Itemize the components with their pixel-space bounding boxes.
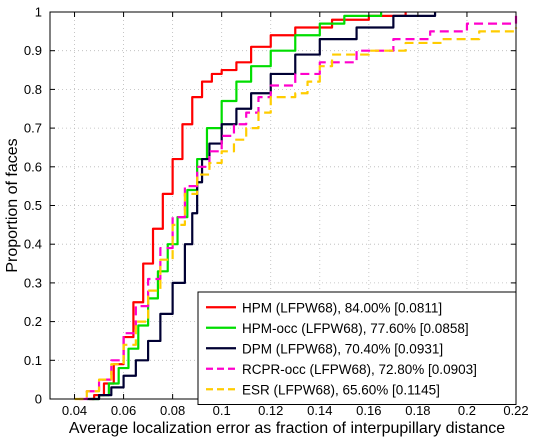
- y-tick-label: 0.9: [24, 43, 42, 58]
- legend-label-1: HPM (LFPW68), 84.00% [0.0811]: [242, 300, 442, 315]
- x-axis-label: Average localization error as fraction o…: [69, 420, 505, 437]
- legend: HPM (LFPW68), 84.00% [0.0811] HPM-occ (LF…: [197, 291, 517, 405]
- x-tick-label: 0.06: [111, 403, 136, 418]
- y-tick-label: 0.4: [24, 237, 42, 252]
- series-line-2: [91, 12, 383, 401]
- legend-box: [197, 291, 517, 405]
- series-line-5: [74, 27, 518, 401]
- y-tick-label: 0: [35, 392, 42, 407]
- x-tick-label: 0.1: [213, 403, 231, 418]
- y-tick-label: 0.5: [24, 198, 42, 213]
- y-tick-label: 0.1: [24, 353, 42, 368]
- y-tick-label: 0.7: [24, 121, 42, 136]
- axis-ticks: 0.04 0.06 0.08 0.1 0.12 0.14 0.16 0.18 0.2 0.22 0 0…: [24, 5, 529, 419]
- series-lines: [74, 12, 518, 401]
- y-tick-label: 1: [35, 5, 42, 20]
- x-tick-label: 0.08: [160, 403, 185, 418]
- x-tick-label: 0.22: [503, 403, 528, 418]
- y-axis-label: Proportion of faces: [4, 138, 21, 272]
- legend-label-5: ESR (LFPW68), 65.60% [0.1145]: [242, 382, 440, 397]
- series-line-4: [79, 15, 518, 401]
- series-line-3: [86, 12, 437, 401]
- x-tick-label: 0.2: [458, 403, 476, 418]
- y-tick-label: 0.6: [24, 159, 42, 174]
- legend-label-4: RCPR-occ (LFPW68), 72.80% [0.0903]: [242, 362, 477, 377]
- x-tick-label: 0.04: [62, 403, 87, 418]
- x-tick-label: 0.12: [258, 403, 283, 418]
- legend-label-2: HPM-occ (LFPW68), 77.60% [0.0858]: [242, 321, 469, 336]
- y-tick-label: 0.2: [24, 314, 42, 329]
- y-tick-label: 0.3: [24, 275, 42, 290]
- y-tick-label: 0.8: [24, 82, 42, 97]
- legend-label-3: DPM (LFPW68), 70.40% [0.0931]: [242, 341, 443, 356]
- x-tick-label: 0.18: [405, 403, 430, 418]
- x-tick-label: 0.14: [307, 403, 332, 418]
- x-tick-label: 0.16: [356, 403, 381, 418]
